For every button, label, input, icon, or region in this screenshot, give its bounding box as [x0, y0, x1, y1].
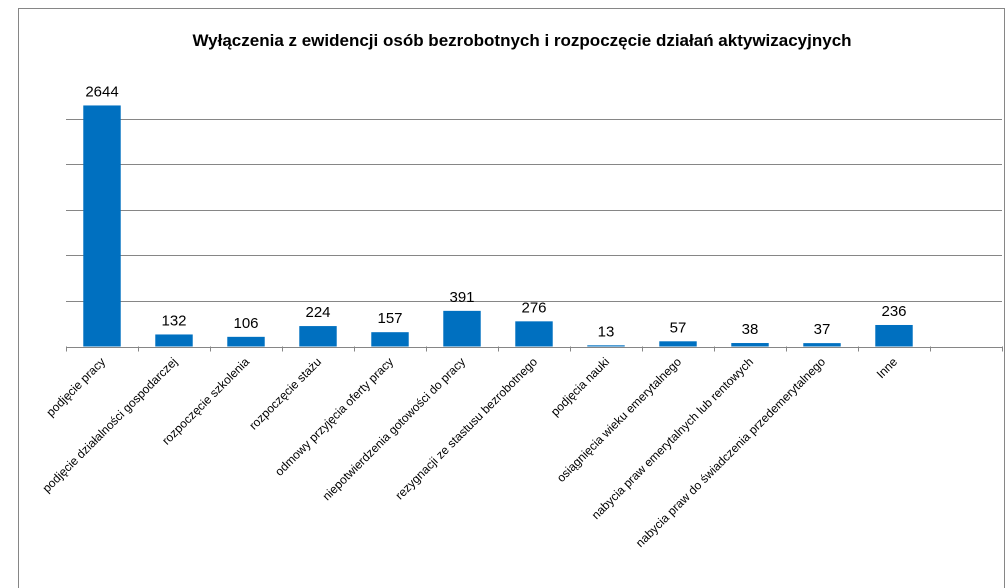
- chart-title: Wyłączenia z ewidencji osób bezrobotnych…: [192, 31, 851, 50]
- bar: [299, 326, 337, 347]
- bar: [443, 310, 481, 347]
- bar: [227, 336, 265, 347]
- value-label: 132: [161, 312, 186, 329]
- bar: [155, 334, 193, 347]
- bar: [731, 343, 769, 347]
- bar: [803, 343, 841, 347]
- value-label: 157: [377, 310, 402, 327]
- value-label: 236: [881, 303, 906, 320]
- value-label: 276: [521, 299, 546, 316]
- value-label: 106: [233, 315, 258, 332]
- value-label: 38: [742, 321, 759, 338]
- value-label: 224: [305, 304, 330, 321]
- value-label: 391: [449, 289, 474, 306]
- bar: [83, 105, 121, 347]
- value-label: 57: [670, 319, 687, 336]
- bar: [371, 332, 409, 347]
- bar: [875, 324, 913, 347]
- bar: [659, 341, 697, 347]
- value-label: 37: [814, 321, 831, 338]
- value-label: 2644: [85, 83, 118, 100]
- bar: [587, 345, 625, 347]
- chart-frame: [18, 8, 1005, 588]
- bar: [515, 321, 553, 347]
- value-label: 13: [598, 323, 615, 340]
